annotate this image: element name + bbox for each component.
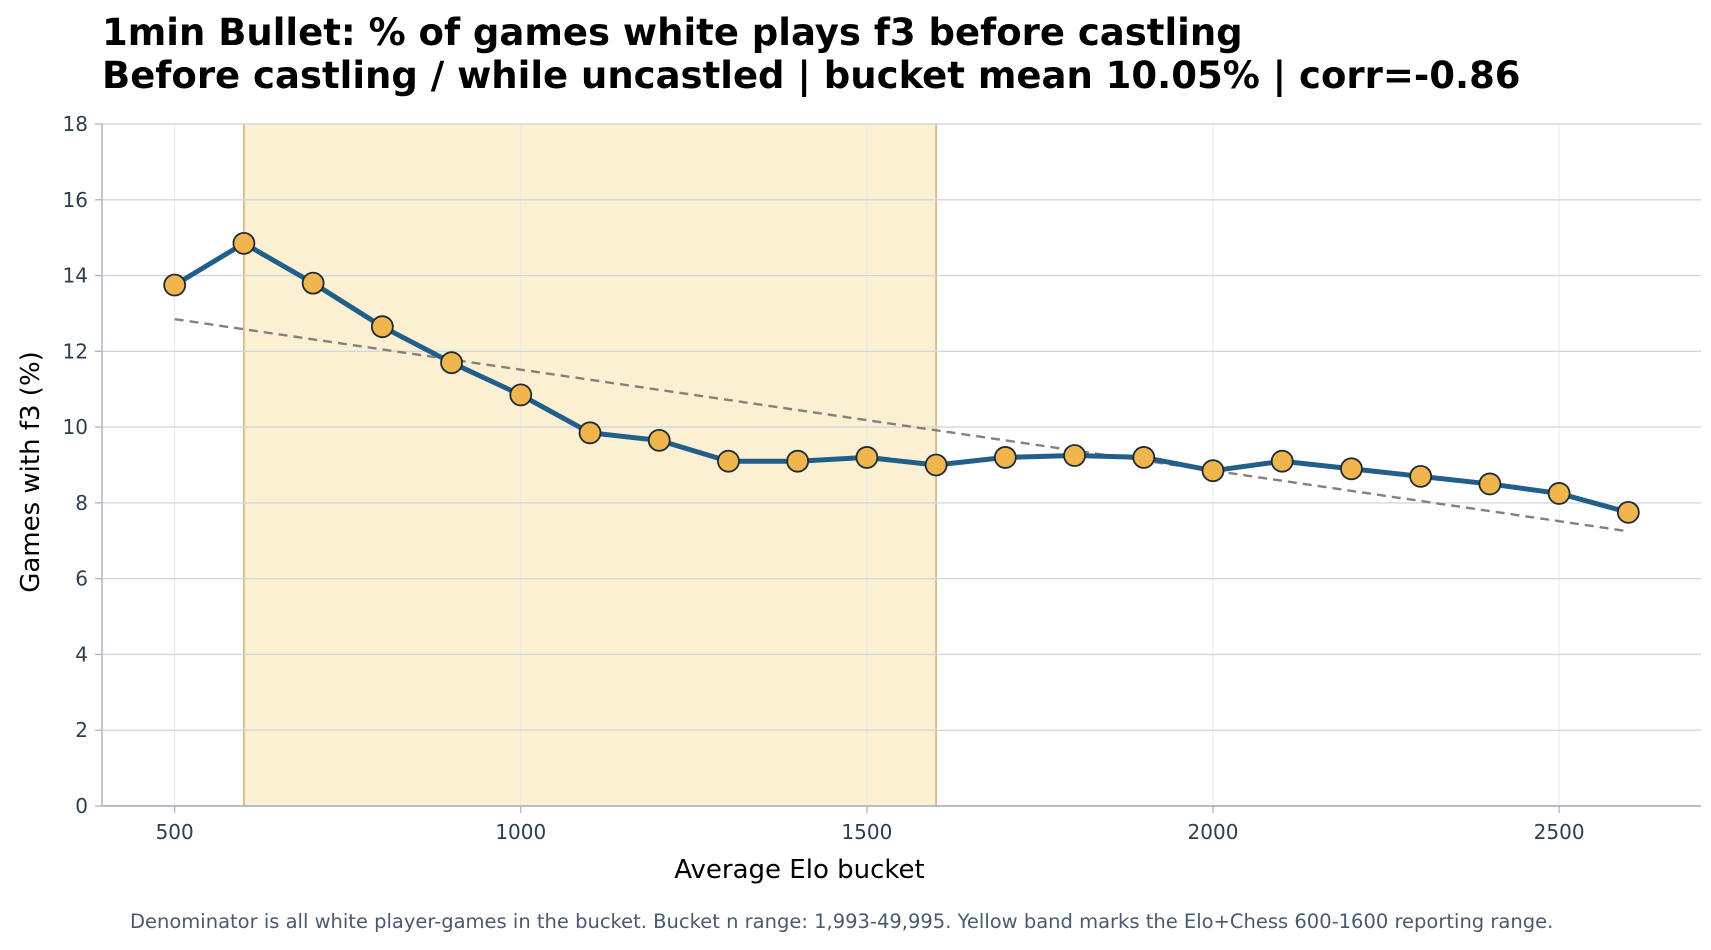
y-tick-label: 10	[63, 415, 88, 439]
reporting-band-fill	[243, 124, 937, 806]
y-tick-label: 0	[75, 794, 88, 818]
axis-labels: Average Elo bucket Games with f3 (%)	[16, 351, 925, 885]
data-point	[1616, 500, 1640, 524]
axes: 0 2 4 6 8 10 12 14 16 18 500 1000 1500 2000 2500	[63, 112, 1701, 844]
y-tick-label: 8	[75, 491, 88, 515]
data-point	[1478, 472, 1502, 496]
data-point	[509, 383, 533, 407]
trendline	[174, 317, 1629, 533]
series-line	[172, 240, 1631, 515]
data-point	[1270, 449, 1294, 473]
y-tick-label: 6	[75, 567, 88, 591]
data-point	[993, 446, 1017, 469]
data-point	[1132, 446, 1156, 469]
data-point	[1063, 444, 1086, 467]
data-point	[855, 446, 879, 469]
x-tick-label: 1000	[495, 820, 546, 844]
data-series	[163, 231, 1640, 524]
trendline-dashed	[174, 317, 1629, 533]
y-tick-label: 18	[63, 112, 88, 136]
data-point	[370, 315, 394, 339]
x-tick-label: 2500	[1534, 820, 1585, 844]
y-axis-label: Games with f3 (%)	[16, 351, 46, 593]
data-point	[1340, 457, 1363, 481]
footnote: Denominator is all white player-games in…	[130, 910, 1554, 933]
data-point	[232, 231, 256, 255]
y-tick-label: 16	[63, 188, 88, 212]
x-axis-label: Average Elo bucket	[674, 855, 924, 885]
chart-title: 1min Bullet: % of games white plays f3 b…	[102, 11, 1243, 54]
x-tick-label: 500	[156, 820, 194, 844]
chart-subtitle: Before castling / while uncastled | buck…	[102, 54, 1521, 97]
data-point	[786, 449, 810, 473]
y-tick-label: 4	[75, 642, 88, 666]
data-point	[578, 421, 602, 445]
data-point	[1409, 464, 1433, 488]
data-point	[1547, 482, 1571, 505]
data-point	[647, 428, 671, 452]
data-point	[163, 273, 187, 297]
reporting-band	[243, 124, 937, 806]
data-point	[301, 271, 325, 295]
data-point	[924, 453, 948, 477]
y-tick-label: 2	[75, 718, 88, 742]
data-point	[717, 449, 740, 473]
y-tick-label: 12	[63, 339, 88, 363]
x-tick-label: 1500	[841, 820, 892, 844]
data-point	[440, 351, 463, 375]
chart-area: 0 2 4 6 8 10 12 14 16 18 500 1000 1500 2000 2500 Avera…	[16, 112, 1701, 885]
data-point	[1201, 459, 1225, 483]
x-tick-label: 2000	[1188, 820, 1239, 844]
y-tick-label: 14	[63, 264, 88, 288]
